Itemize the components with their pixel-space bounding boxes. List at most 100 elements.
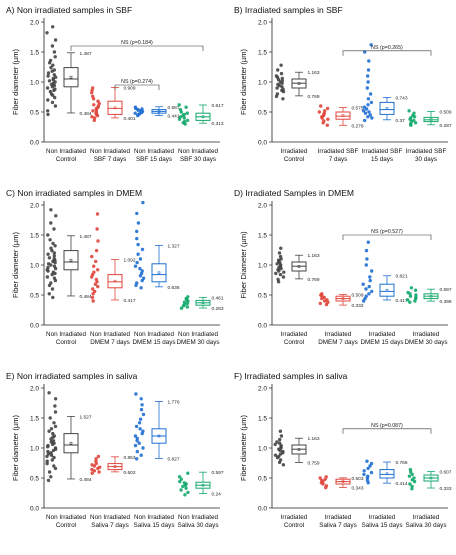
y-tick-label: 0.0 (30, 140, 39, 147)
data-point (135, 449, 139, 454)
data-point (370, 289, 374, 294)
data-point (46, 262, 51, 266)
x-category-label: Irradiated (369, 331, 396, 338)
mean-marker (385, 107, 389, 110)
data-point (326, 117, 330, 121)
y-axis-label: Fiber diameter (µm) (239, 48, 248, 115)
data-point (96, 284, 100, 289)
series-group-4: 0.509 0.287 (407, 109, 452, 129)
data-point (53, 404, 57, 408)
x-category-label: Non Irradiated (134, 148, 174, 155)
lower-value-label: 0.333 (440, 486, 452, 492)
box (379, 101, 395, 115)
chart-panel-4: D) Irradiated Samples in DMEM Fiber Diame… (234, 188, 452, 346)
data-point (53, 410, 58, 414)
box (63, 250, 79, 271)
data-point (362, 469, 366, 473)
mean-marker (297, 448, 301, 451)
data-point (135, 260, 139, 265)
data-point (278, 458, 283, 462)
x-category-label: Saliva 7 days (319, 522, 356, 529)
upper-value-label: 1.776 (168, 399, 180, 405)
y-tick-label: 1.0 (30, 80, 39, 87)
x-category-label: Control (284, 156, 304, 163)
data-point (366, 466, 370, 471)
data-point (282, 270, 286, 274)
data-point (275, 86, 279, 90)
data-point (46, 443, 50, 448)
x-category-label: DMEM 7 days (90, 339, 130, 346)
data-point (366, 474, 370, 478)
upper-value-label: 0.509 (352, 292, 364, 298)
data-point (277, 454, 281, 459)
data-point (90, 463, 94, 467)
data-point (365, 478, 370, 483)
data-point (52, 68, 56, 72)
x-category-label: Saliva 7 days (91, 522, 128, 529)
y-tick-label: 2.0 (30, 20, 39, 27)
series-group-1: 1.163 0.759 (273, 429, 320, 467)
chart-title: B) Irradiated samples in SBF (234, 5, 343, 15)
data-point (179, 488, 183, 492)
x-category-label: Irradiated SBF (406, 148, 447, 155)
y-tick-label: 0.0 (258, 506, 267, 513)
data-point (368, 92, 373, 96)
data-point (135, 281, 139, 285)
data-point (46, 449, 50, 454)
data-point (325, 298, 329, 302)
data-point (136, 242, 140, 247)
upper-value-label: 0.743 (396, 95, 408, 101)
data-point (361, 282, 365, 286)
data-point (364, 263, 368, 267)
upper-value-label: 0.607 (440, 470, 452, 476)
data-point (274, 74, 279, 78)
y-tick-label: 0.5 (258, 110, 267, 117)
data-point (278, 254, 283, 259)
data-point (405, 298, 410, 302)
data-point (279, 434, 284, 438)
box (107, 274, 123, 289)
x-category-label: Irradiated SBF (318, 148, 359, 155)
upper-value-label: 1.163 (308, 253, 320, 259)
data-point (53, 55, 57, 59)
data-point (363, 50, 367, 54)
y-tick-label: 0.5 (258, 476, 267, 483)
data-point (362, 472, 366, 477)
y-tick-label: 1.5 (258, 50, 267, 57)
data-point (409, 286, 414, 290)
data-point (141, 446, 145, 450)
y-axis-label: Fiber diameter (µm) (11, 231, 20, 298)
data-point (92, 270, 96, 274)
data-point (53, 95, 57, 100)
data-point (182, 119, 187, 124)
y-tick-label: 1.5 (30, 416, 39, 423)
mean-marker (341, 297, 345, 300)
lower-value-label: 0.401 (124, 116, 136, 122)
data-point (186, 471, 190, 475)
series-group-1: 1.163 0.769 (274, 63, 320, 101)
data-point (185, 305, 189, 309)
x-category-label: 7 days (329, 156, 348, 163)
x-category-label: Saliva 30 days (406, 522, 447, 529)
y-tick-label: 1.0 (30, 446, 39, 453)
x-category-label: SBF 30 days (180, 156, 216, 163)
data-point (45, 31, 49, 35)
data-point (46, 109, 50, 113)
data-point (178, 107, 183, 112)
data-point (141, 429, 145, 433)
data-point (366, 97, 371, 101)
data-point (323, 109, 327, 113)
data-point (406, 290, 410, 295)
upper-value-label: 1.163 (308, 436, 320, 442)
data-point (134, 424, 139, 429)
x-category-label: Non Irradiated (178, 331, 218, 338)
data-point (134, 392, 138, 396)
series-group-3: 0.587 0.441 (133, 105, 180, 120)
box (63, 433, 79, 454)
significance-label: NS (p=0.265) (371, 45, 403, 51)
data-point (45, 461, 49, 466)
y-tick-label: 0.0 (258, 140, 267, 147)
upper-value-label: 1.163 (308, 70, 320, 76)
series-group-4: 0.597 0.24 (177, 470, 224, 498)
data-point (137, 421, 142, 425)
